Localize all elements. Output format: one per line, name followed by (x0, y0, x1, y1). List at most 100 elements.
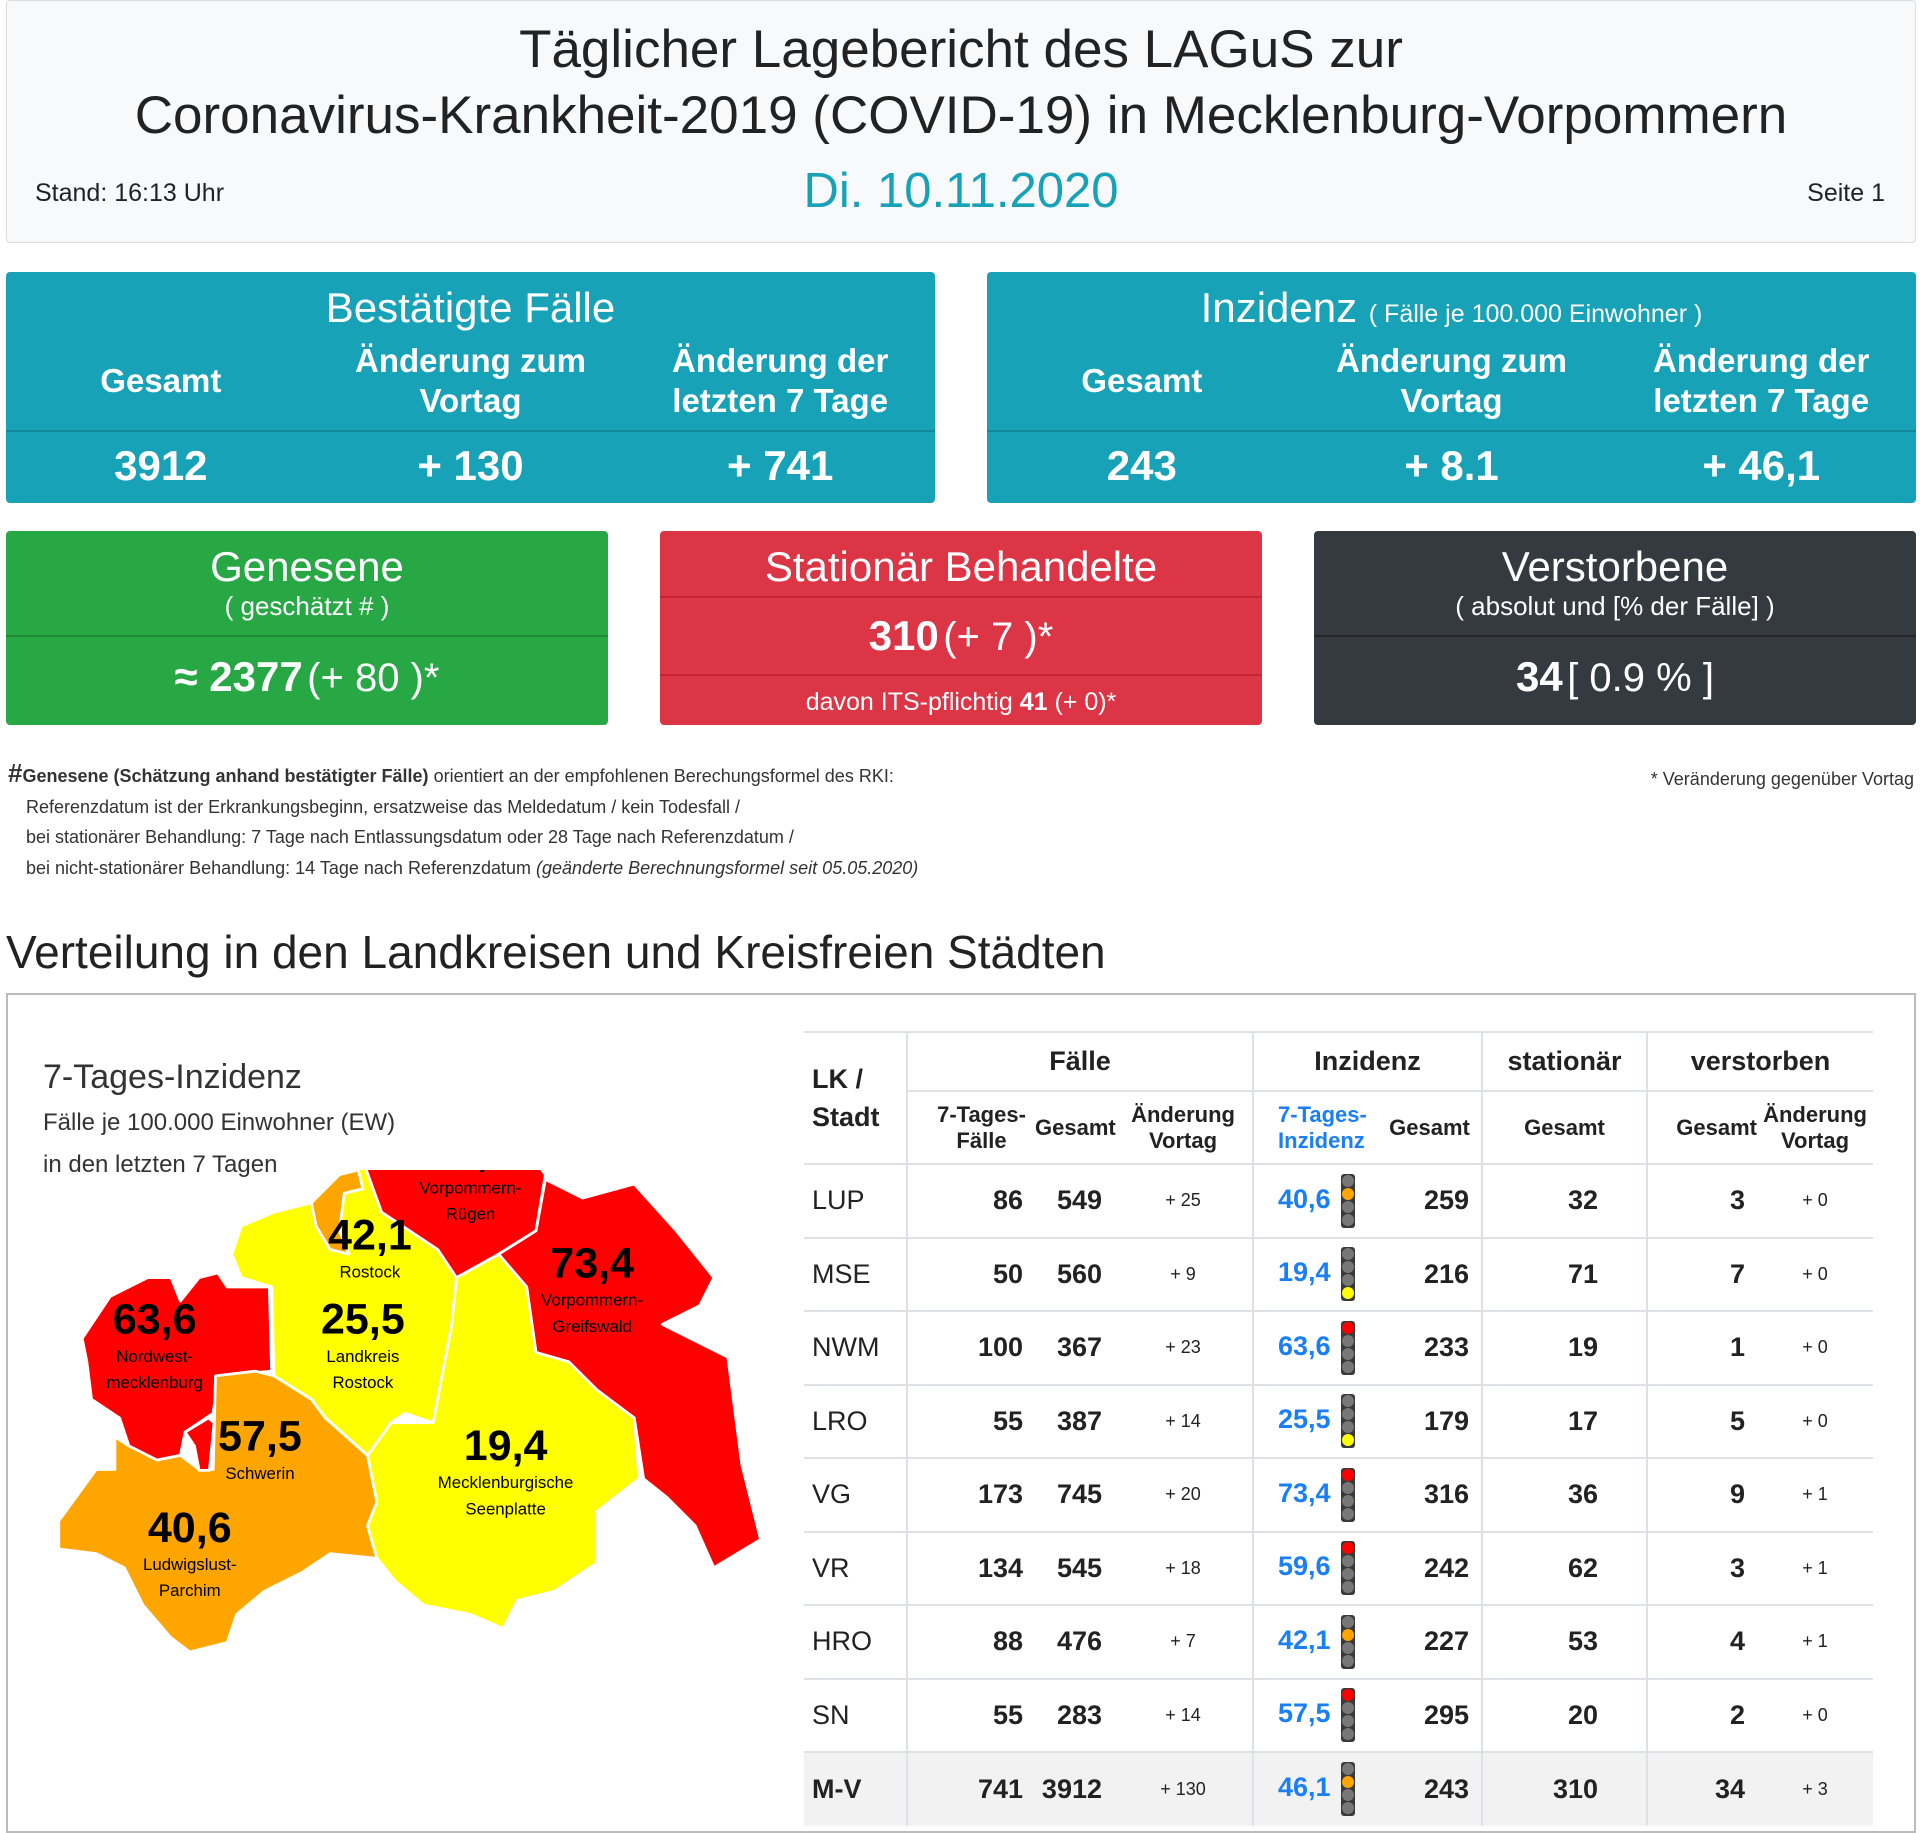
asterisk-note: * Veränderung gegenüber Vortag (1650, 769, 1914, 789)
map-region-name: Ludwigslust- (143, 1555, 237, 1574)
light-bulb (1341, 1628, 1354, 1641)
incidence-change-7d: + 46,1 (1702, 442, 1821, 489)
recovered-value: ≈ 2377 (174, 653, 303, 700)
footnote-line: bei stationärer Behandlung: 7 Tage nach … (26, 827, 794, 847)
incidence-7d: 42,1 (1252, 1604, 1379, 1679)
district-code: VG (804, 1457, 907, 1532)
district-code: LUP (804, 1163, 907, 1238)
light-bulb (1341, 1287, 1354, 1300)
light-bulb (1341, 1468, 1354, 1481)
page-number: Seite 1 (1807, 179, 1885, 207)
map-region-value: 25,5 (321, 1296, 405, 1344)
deaths-total: 7 (1646, 1236, 1758, 1311)
incidence-7d-value: 57,5 (1278, 1698, 1331, 1729)
deaths-percent: [ 0.9 % ] (1567, 656, 1714, 700)
incidence-7d: 40,6 (1252, 1163, 1379, 1238)
cases-change: + 23 (1114, 1310, 1254, 1385)
incidence-map: 63,6 Nordwest-mecklenburg 57,5 Schwerin 40,6… (57, 1170, 763, 1654)
table-row: SN 55 283 + 14 57,5 295 20 2 + 0 (804, 1677, 1874, 1752)
cases-7d: 741 (906, 1751, 1035, 1826)
traffic-light-icon (1340, 1541, 1355, 1596)
deaths-change: + 3 (1757, 1751, 1874, 1826)
map-region-schwerin[interactable] (183, 1416, 216, 1472)
col-label: Änderung der letzten 7 Tage (1653, 342, 1870, 419)
light-bulb (1341, 1200, 1354, 1213)
light-bulb (1341, 1408, 1354, 1421)
deaths-change: + 1 (1757, 1604, 1874, 1679)
incidence-total: 227 (1378, 1604, 1483, 1679)
light-bulb (1341, 1615, 1354, 1628)
title-line-2: Coronavirus-Krankheit-2019 (COVID-19) in… (134, 86, 1788, 145)
incidence-card: Inzidenz ( Fälle je 100.000 Einwohner ) … (987, 272, 1916, 503)
card-title: Stationär Behandelte (660, 543, 1262, 598)
cases-change-day: + 130 (417, 442, 524, 489)
incidence-7d-value: 63,6 (1278, 1330, 1331, 1361)
cases-change: + 9 (1114, 1236, 1254, 1311)
its-value: 41 (1019, 688, 1048, 716)
col-group-stationaer: stationär (1481, 1031, 1648, 1091)
card-subtitle: ( absolut und [% der Fälle] ) (1314, 591, 1916, 637)
its-change: (+ 0)* (1054, 688, 1117, 716)
incidence-7d: 57,5 (1252, 1677, 1379, 1752)
incidence-total: 316 (1378, 1457, 1483, 1532)
recovered-change: (+ 80 )* (307, 656, 440, 700)
deaths-change: + 0 (1757, 1677, 1874, 1752)
cases-total: 283 (1035, 1677, 1114, 1752)
map-region-value: 57,5 (218, 1413, 302, 1461)
deaths-change: + 0 (1757, 1236, 1874, 1311)
light-bulb (1341, 1568, 1354, 1581)
table-row: VR 134 545 + 18 59,6 242 62 3 + 1 (804, 1530, 1874, 1605)
table-row: NWM 100 367 + 23 63,6 233 19 1 + 0 (804, 1310, 1874, 1385)
map-region-name: Schwerin (225, 1464, 294, 1483)
light-bulb (1341, 1321, 1354, 1334)
cases-change: + 14 (1114, 1677, 1254, 1752)
map-region-mecklenburgische-seenplatte[interactable] (366, 1252, 641, 1630)
incidence-7d-value: 40,6 (1278, 1183, 1331, 1214)
card-subtitle: ( geschätzt # ) (6, 591, 608, 637)
map-region-name: Parchim (159, 1581, 221, 1600)
light-bulb (1341, 1802, 1354, 1815)
hospital-total: 17 (1481, 1383, 1648, 1458)
card-title: Bestätigte Fälle (325, 284, 616, 331)
table-row: HRO 88 476 + 7 42,1 227 53 4 + 1 (804, 1604, 1874, 1679)
map-region-name: Rostock (332, 1373, 393, 1392)
cases-7d: 173 (906, 1457, 1035, 1532)
incidence-7d-value: 46,1 (1278, 1772, 1331, 1803)
light-bulb (1341, 1555, 1354, 1568)
light-bulb (1341, 1360, 1354, 1373)
map-region-value: 19,4 (464, 1422, 548, 1470)
deaths-total: 3 (1646, 1163, 1758, 1238)
deaths-change: + 1 (1757, 1530, 1874, 1605)
light-bulb (1341, 1763, 1354, 1776)
map-region-value: 63,6 (113, 1296, 197, 1344)
incidence-7d: 63,6 (1252, 1310, 1379, 1385)
incidence-total: 216 (1378, 1236, 1483, 1311)
timestamp: Stand: 16:13 Uhr (35, 179, 225, 207)
map-region-name: Rostock (340, 1263, 401, 1282)
map-region-rostock[interactable] (310, 1170, 365, 1256)
cases-total: 3912 (114, 442, 208, 489)
col-header: Gesamt (1646, 1090, 1758, 1164)
light-bulb (1341, 1421, 1354, 1434)
cases-change-7d: + 741 (727, 442, 834, 489)
map-region-value: 42,1 (328, 1212, 412, 1260)
incidence-total: 243 (1378, 1751, 1483, 1826)
incidence-total: 179 (1378, 1383, 1483, 1458)
cases-change: + 14 (1114, 1383, 1254, 1458)
map-region-vorpommern-ruegen[interactable] (363, 1170, 620, 1280)
card-title: Verstorbene (1501, 543, 1729, 590)
col-label: Gesamt (1081, 362, 1203, 399)
col-label: Gesamt (100, 362, 222, 399)
col-header: 7-Tages- Fälle (906, 1090, 1035, 1164)
cases-total: 745 (1035, 1457, 1114, 1532)
light-bulb (1341, 1395, 1354, 1408)
light-bulb (1341, 1494, 1354, 1507)
map-region-name: Vorpommern- (541, 1291, 643, 1310)
incidence-7d-value: 25,5 (1278, 1404, 1331, 1435)
table-row: LUP 86 549 + 25 40,6 259 32 3 + 0 (804, 1163, 1874, 1238)
cases-7d: 134 (906, 1530, 1035, 1605)
district-code: HRO (804, 1604, 907, 1679)
hospital-total: 310 (1481, 1751, 1648, 1826)
traffic-light-icon (1340, 1467, 1355, 1522)
deaths-total: 3 (1646, 1530, 1758, 1605)
